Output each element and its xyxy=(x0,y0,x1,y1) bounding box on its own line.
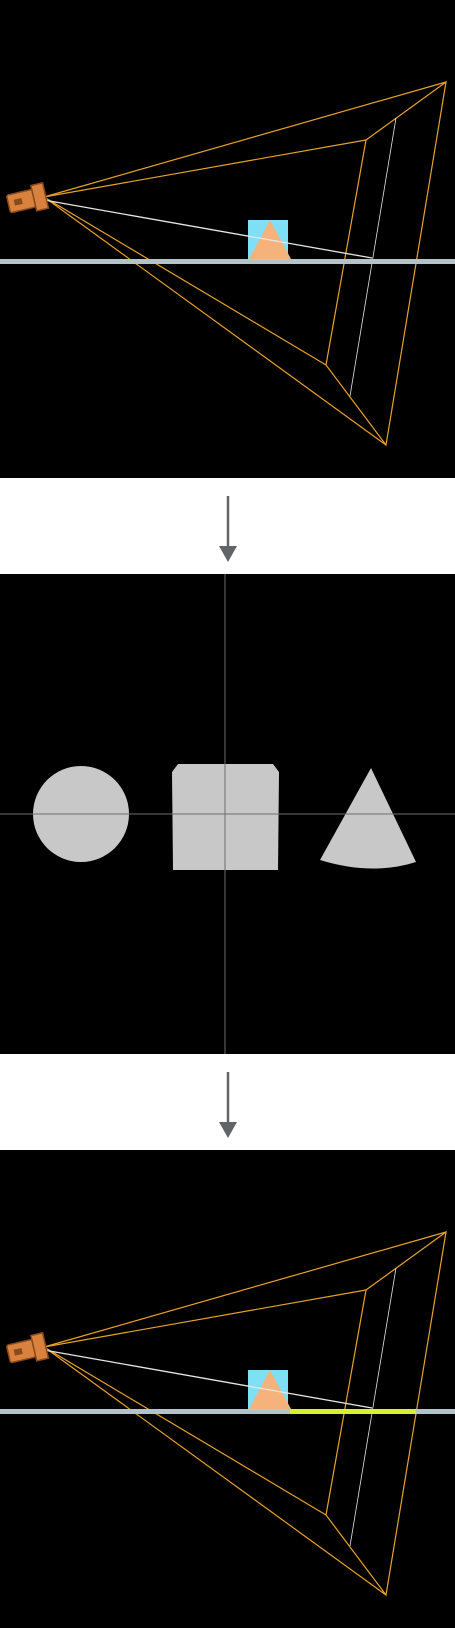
cone-silhouette xyxy=(320,768,416,869)
transition-gap xyxy=(0,478,455,574)
frustum-center-line xyxy=(349,117,397,397)
frustum-far-plane xyxy=(325,80,447,447)
frustum-far-plane xyxy=(325,1230,447,1597)
down-arrow-icon xyxy=(219,1072,237,1138)
scene-diagram-before xyxy=(0,80,455,447)
frustum-edge xyxy=(43,139,367,198)
silhouette-diagram xyxy=(0,574,455,1054)
transition-gap xyxy=(0,1054,455,1150)
frustum-edge xyxy=(43,1346,387,1596)
flashlight-icon xyxy=(6,1331,50,1364)
scene-panel-before xyxy=(0,0,455,478)
flashlight-icon xyxy=(6,181,50,214)
frustum-edge xyxy=(43,1231,447,1348)
frustum-center-line xyxy=(349,1267,397,1547)
down-arrow-icon xyxy=(219,496,237,562)
light-ray xyxy=(43,199,373,259)
floor-plane xyxy=(0,1409,455,1414)
frustum-edge xyxy=(43,1289,367,1348)
frustum-edge xyxy=(43,196,327,366)
highlighted-floor-segment xyxy=(290,1409,416,1414)
frustum-edge xyxy=(43,1346,327,1516)
floor-plane xyxy=(0,259,455,264)
frustum-edge xyxy=(43,81,447,198)
light-ray xyxy=(43,1349,373,1409)
scene-panel-after xyxy=(0,1150,455,1628)
frustum-edge xyxy=(43,196,387,446)
silhouette-panel xyxy=(0,574,455,1054)
scene-diagram-after xyxy=(0,1230,455,1597)
